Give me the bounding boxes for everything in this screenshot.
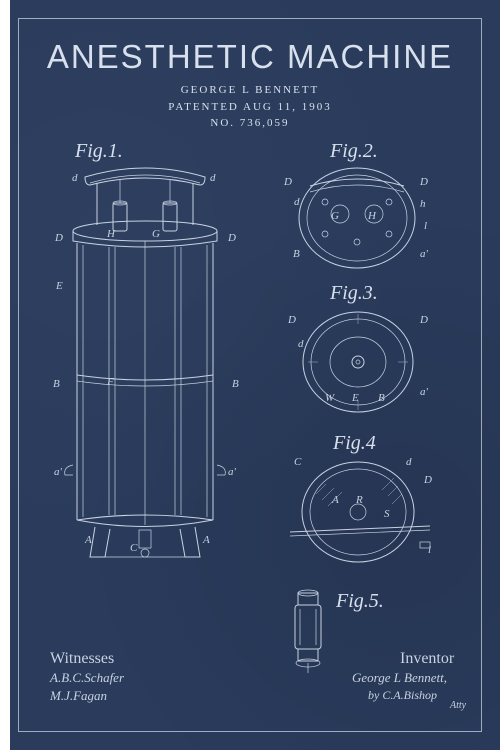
fig4-l: l bbox=[428, 544, 431, 556]
fig1-B-right: B bbox=[232, 378, 239, 390]
fig1-a1-right: a' bbox=[228, 466, 236, 478]
patent-title: ANESTHETIC MACHINE bbox=[0, 38, 500, 76]
fig1-a1-left: a' bbox=[54, 466, 62, 478]
witnesses-label: Witnesses bbox=[50, 650, 114, 668]
witness-2: M.J.Fagan bbox=[50, 688, 107, 704]
fig2-D-right: D bbox=[420, 176, 428, 188]
fig3-E: E bbox=[352, 392, 359, 404]
fig1-C: C bbox=[130, 542, 137, 554]
witness-1: A.B.C.Schafer bbox=[50, 670, 124, 686]
fig1-E: E bbox=[56, 280, 63, 292]
fig2-label: Fig.2. bbox=[330, 140, 378, 163]
header: ANESTHETIC MACHINE GEORGE L BENNETT PATE… bbox=[0, 38, 500, 132]
fig1-H: H bbox=[107, 228, 115, 240]
fig2-B: B bbox=[293, 248, 300, 260]
fig3-W: W bbox=[325, 392, 334, 404]
fig3-D-right: D bbox=[420, 314, 428, 326]
fig3-B: B bbox=[378, 392, 385, 404]
fig3-drawing bbox=[298, 306, 418, 429]
fig5-label: Fig.5. bbox=[336, 590, 384, 613]
by-line: by C.A.Bishop bbox=[368, 688, 437, 703]
fig4-S: S bbox=[384, 508, 390, 520]
fig1-d-right: d bbox=[210, 172, 216, 184]
fig2-drawing bbox=[290, 164, 425, 281]
fig1-F: F bbox=[107, 376, 114, 388]
number-line: NO. 736,059 bbox=[210, 117, 289, 129]
patent-subtitle: GEORGE L BENNETT PATENTED AUG 11, 1903 N… bbox=[0, 82, 500, 132]
fig1-D-right: D bbox=[228, 232, 236, 244]
fig1-B-left: B bbox=[53, 378, 60, 390]
fig5-drawing bbox=[288, 585, 330, 680]
fig4-R: R bbox=[356, 494, 363, 506]
fig1-d-left: d bbox=[72, 172, 78, 184]
fig1-A-left: A bbox=[85, 534, 92, 546]
fig4-drawing bbox=[292, 454, 437, 584]
fig2-H2: H bbox=[368, 210, 376, 222]
inventor-name: George L Bennett, bbox=[352, 670, 447, 686]
fig2-d: d bbox=[294, 196, 300, 208]
fig3-a1: a' bbox=[420, 386, 428, 398]
fig1-label: Fig.1. bbox=[75, 140, 123, 163]
fig2-D-left: D bbox=[284, 176, 292, 188]
date-line: PATENTED AUG 11, 1903 bbox=[168, 101, 331, 113]
fig4-C: C bbox=[294, 456, 301, 468]
fig1-drawing bbox=[55, 165, 235, 580]
fig1-A-right: A bbox=[203, 534, 210, 546]
fig2-h: h bbox=[420, 198, 426, 210]
fig2-l: l bbox=[424, 220, 427, 232]
fig4-label: Fig.4 bbox=[333, 432, 376, 455]
fig3-d: d bbox=[298, 338, 304, 350]
inventor-line: GEORGE L BENNETT bbox=[181, 84, 320, 96]
fig3-label: Fig.3. bbox=[330, 282, 378, 305]
fig4-A: A bbox=[332, 494, 339, 506]
fig2-G: G bbox=[331, 210, 339, 222]
fig4-D: D bbox=[424, 474, 432, 486]
fig3-D-left: D bbox=[288, 314, 296, 326]
fig4-d: d bbox=[406, 456, 412, 468]
fig1-D-left: D bbox=[55, 232, 63, 244]
fig2-a1: a' bbox=[420, 248, 428, 260]
fig1-G: G bbox=[152, 228, 160, 240]
atty-mark: Atty bbox=[450, 700, 466, 711]
inventor-label: Inventor bbox=[400, 650, 454, 668]
